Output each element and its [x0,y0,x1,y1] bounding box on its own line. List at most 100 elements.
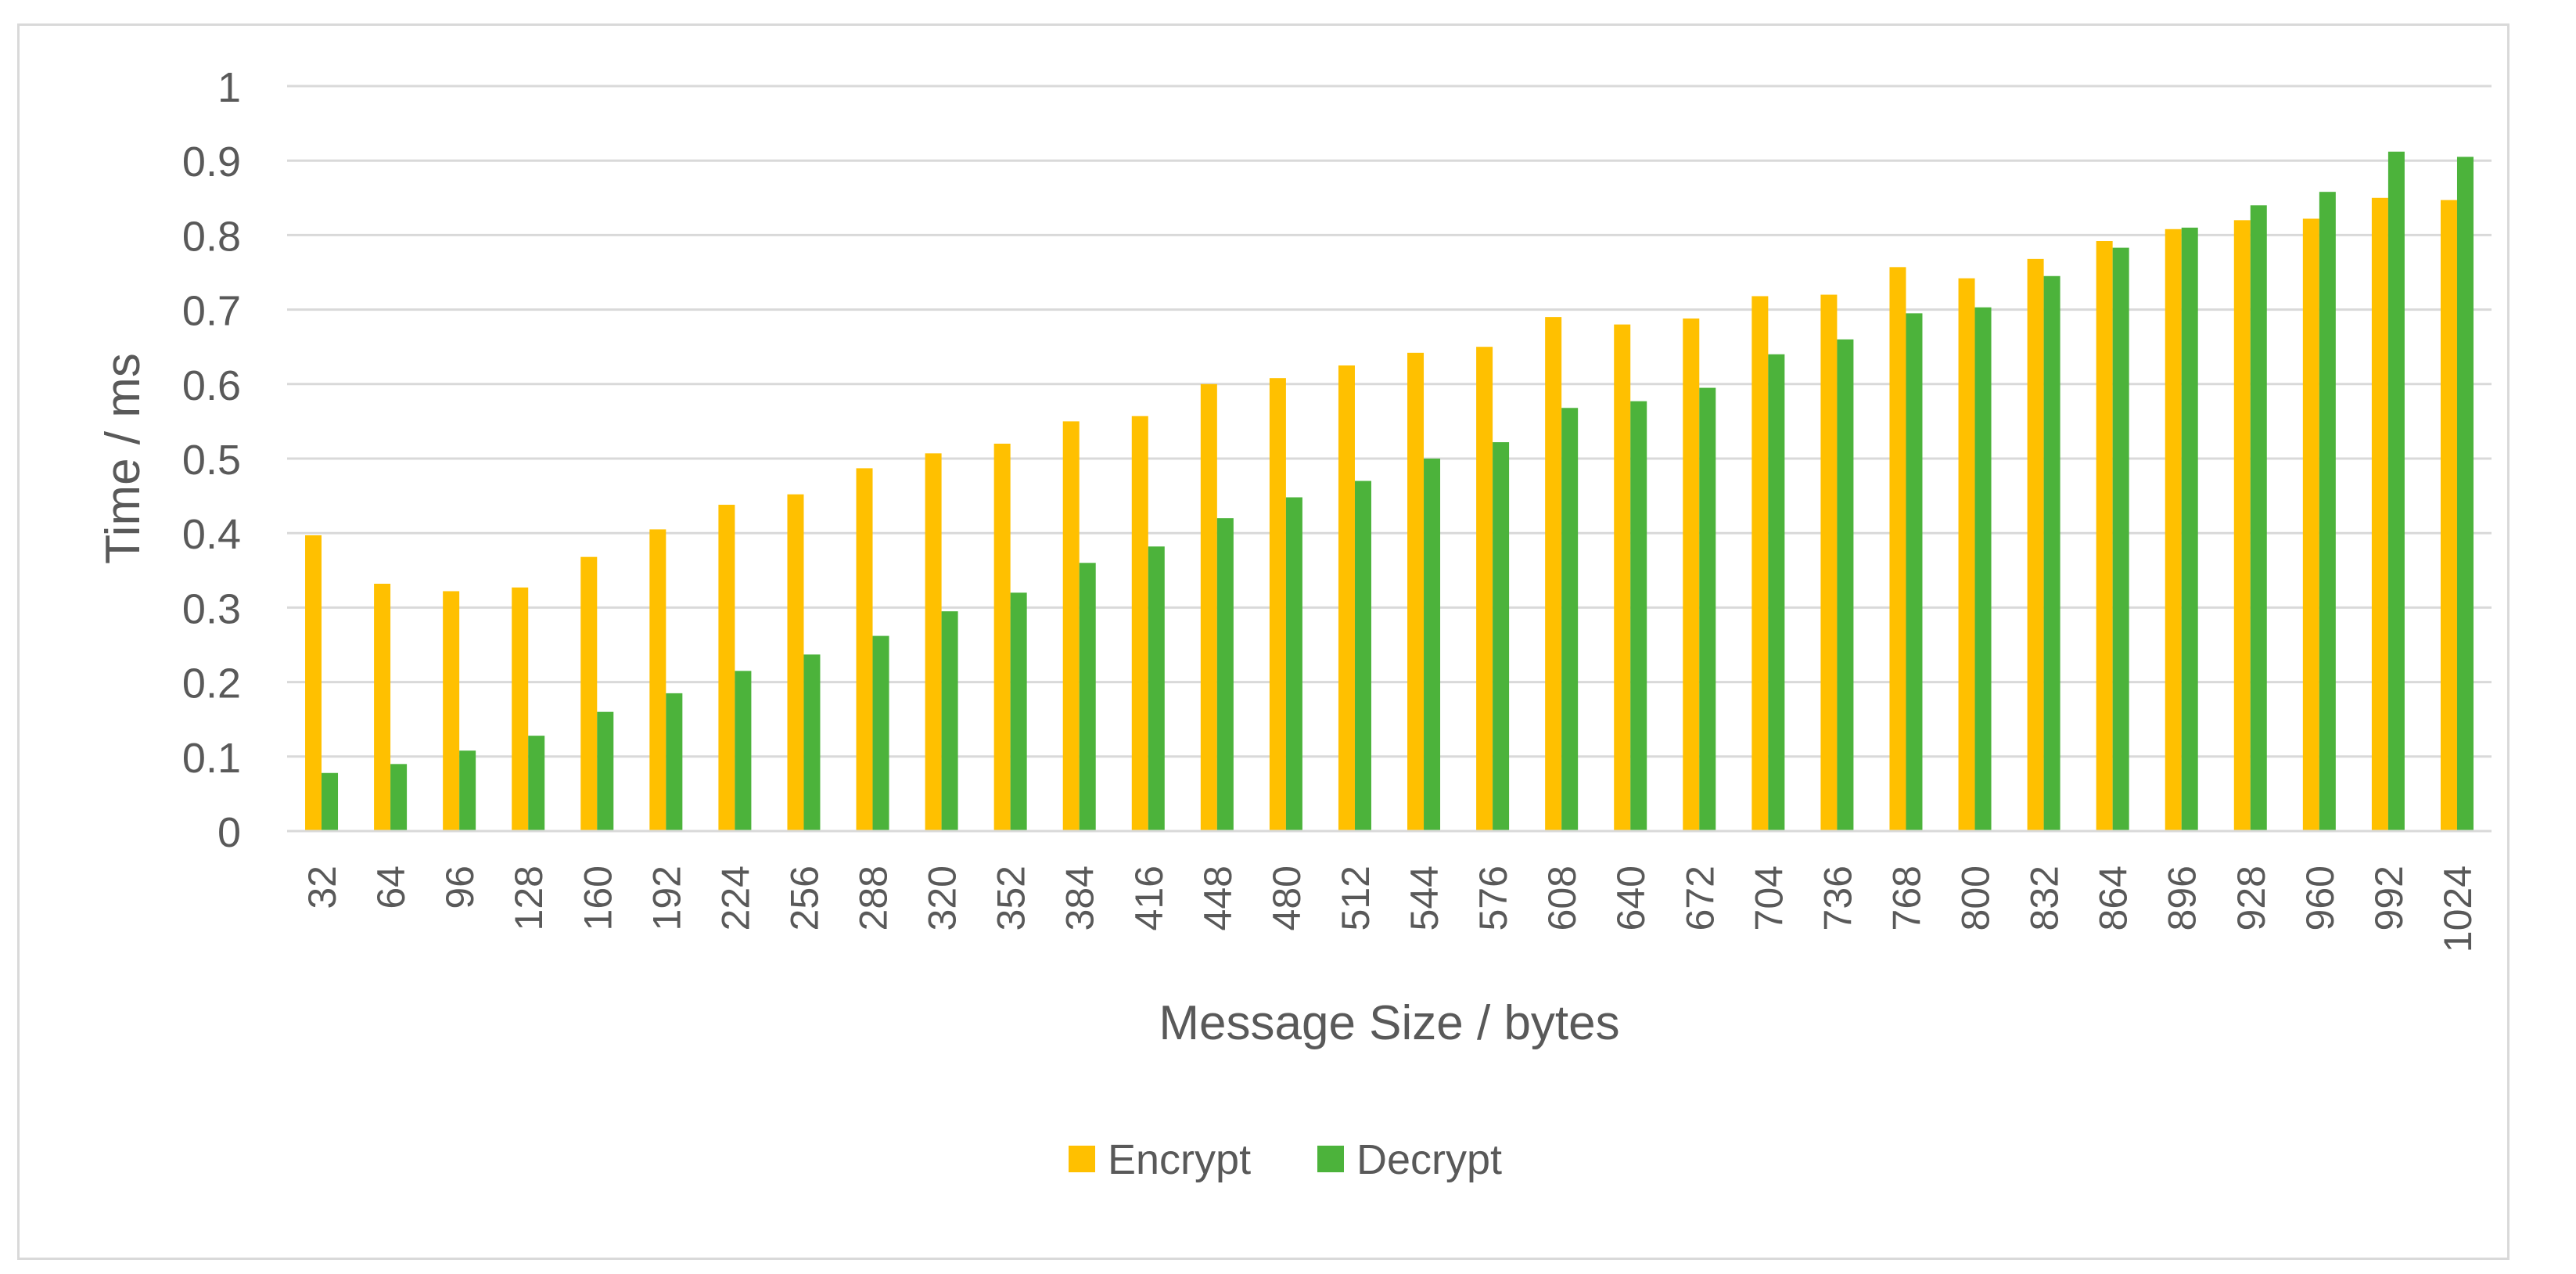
bar-encrypt-96 [443,591,460,831]
x-tick-label-672: 672 [1678,866,1722,930]
x-tick-label-32: 32 [300,866,344,909]
bar-decrypt-704 [1768,354,1785,832]
bar-encrypt-992 [2371,197,2388,832]
y-tick-label-0: 0 [217,809,241,856]
x-tick-label-416: 416 [1127,866,1171,930]
bar-encrypt-960 [2302,218,2319,831]
bar-decrypt-416 [1148,546,1165,831]
bar-encrypt-480 [1269,378,1286,832]
bar-encrypt-352 [993,443,1011,831]
bar-encrypt-576 [1476,347,1493,831]
bar-decrypt-1024 [2456,157,2474,831]
bar-encrypt-224 [718,505,735,831]
bar-encrypt-704 [1751,296,1769,831]
bar-encrypt-192 [649,529,666,831]
bar-encrypt-832 [2027,258,2044,831]
chart-frame [17,23,2510,1260]
bar-decrypt-352 [1010,592,1027,831]
legend-swatch-decrypt [1317,1146,1344,1172]
legend-label-decrypt: Decrypt [1356,1136,1502,1183]
bar-decrypt-96 [459,750,476,831]
x-tick-label-352: 352 [990,866,1033,930]
bar-encrypt-800 [1958,278,1975,832]
bar-encrypt-128 [512,587,529,831]
bar-encrypt-896 [2165,229,2182,831]
bar-decrypt-576 [1493,442,1510,831]
x-tick-label-1024: 1024 [2436,866,2480,952]
bar-decrypt-608 [1561,408,1579,831]
y-tick-label-2: 0.2 [182,660,241,707]
x-axis-ticks: 32 64 96 128 160 192 224 256 288 320 352 384 416 448 4… [300,866,2480,952]
x-tick-label-64: 64 [369,866,413,909]
x-tick-label-608: 608 [1540,866,1584,930]
legend-swatch-encrypt [1069,1146,1095,1172]
y-axis-ticks: 0 0.1 0.2 0.3 0.4 0.5 0.6 0.7 0.8 0.9 1 [182,64,241,856]
x-tick-label-832: 832 [2023,866,2067,930]
bar-encrypt-512 [1338,365,1355,831]
x-tick-label-96: 96 [438,866,482,909]
x-tick-label-864: 864 [2092,866,2136,930]
x-tick-label-128: 128 [507,866,551,930]
x-axis-title: Message Size / bytes [1159,996,1619,1050]
x-tick-label-480: 480 [1265,866,1309,930]
bar-decrypt-192 [666,693,683,831]
bar-decrypt-288 [872,635,889,831]
bar-encrypt-32 [305,535,322,831]
bar-decrypt-64 [390,764,408,831]
bar-decrypt-512 [1354,480,1371,831]
x-tick-label-448: 448 [1196,866,1240,930]
x-tick-label-288: 288 [852,866,896,930]
bar-encrypt-544 [1407,352,1425,831]
bar-decrypt-32 [322,772,339,831]
y-tick-label-7: 0.7 [182,288,241,335]
bar-decrypt-992 [2387,151,2405,831]
y-axis-title: Time / ms [96,353,150,564]
x-tick-label-928: 928 [2229,866,2273,930]
bar-encrypt-64 [374,583,391,831]
x-tick-label-544: 544 [1403,866,1446,930]
bar-encrypt-608 [1545,317,1562,831]
x-tick-label-960: 960 [2298,866,2342,930]
legend-label-encrypt: Encrypt [1108,1136,1251,1183]
x-tick-label-320: 320 [921,866,965,930]
bar-encrypt-928 [2233,220,2251,831]
x-tick-label-736: 736 [1816,866,1859,930]
x-tick-label-224: 224 [713,866,757,930]
x-tick-label-192: 192 [645,866,688,930]
bar-decrypt-320 [941,611,958,831]
x-tick-label-768: 768 [1884,866,1928,930]
bar-decrypt-896 [2181,227,2198,831]
bar-encrypt-736 [1820,294,1838,831]
bar-decrypt-640 [1630,401,1647,831]
x-tick-label-992: 992 [2367,866,2411,930]
bar-decrypt-384 [1079,563,1096,831]
bars [305,151,2474,832]
bar-encrypt-672 [1683,318,1700,831]
y-tick-label-3: 0.3 [182,585,241,632]
bar-encrypt-864 [2096,241,2113,831]
bar-decrypt-224 [735,671,752,831]
bar-decrypt-672 [1699,387,1716,831]
bar-decrypt-256 [803,654,821,831]
y-tick-label-10: 1 [217,64,241,111]
bar-decrypt-800 [1974,307,1992,831]
bar-encrypt-256 [787,494,804,831]
bar-encrypt-384 [1062,421,1080,831]
y-tick-label-5: 0.5 [182,437,241,484]
x-tick-label-800: 800 [1954,866,1998,930]
bar-decrypt-544 [1424,459,1441,831]
y-tick-label-6: 0.6 [182,362,241,409]
bar-decrypt-736 [1837,339,1854,831]
bar-decrypt-128 [528,736,545,831]
bar-decrypt-448 [1216,518,1234,831]
x-tick-label-704: 704 [1747,866,1791,930]
legend: Encrypt Decrypt [1069,1136,1502,1183]
y-tick-label-4: 0.4 [182,511,241,558]
y-tick-label-9: 0.9 [182,139,241,185]
bar-encrypt-288 [856,468,873,831]
bar-encrypt-768 [1889,267,1906,831]
bar-encrypt-640 [1614,324,1631,831]
x-tick-label-640: 640 [1609,866,1653,930]
gridlines [287,85,2492,758]
